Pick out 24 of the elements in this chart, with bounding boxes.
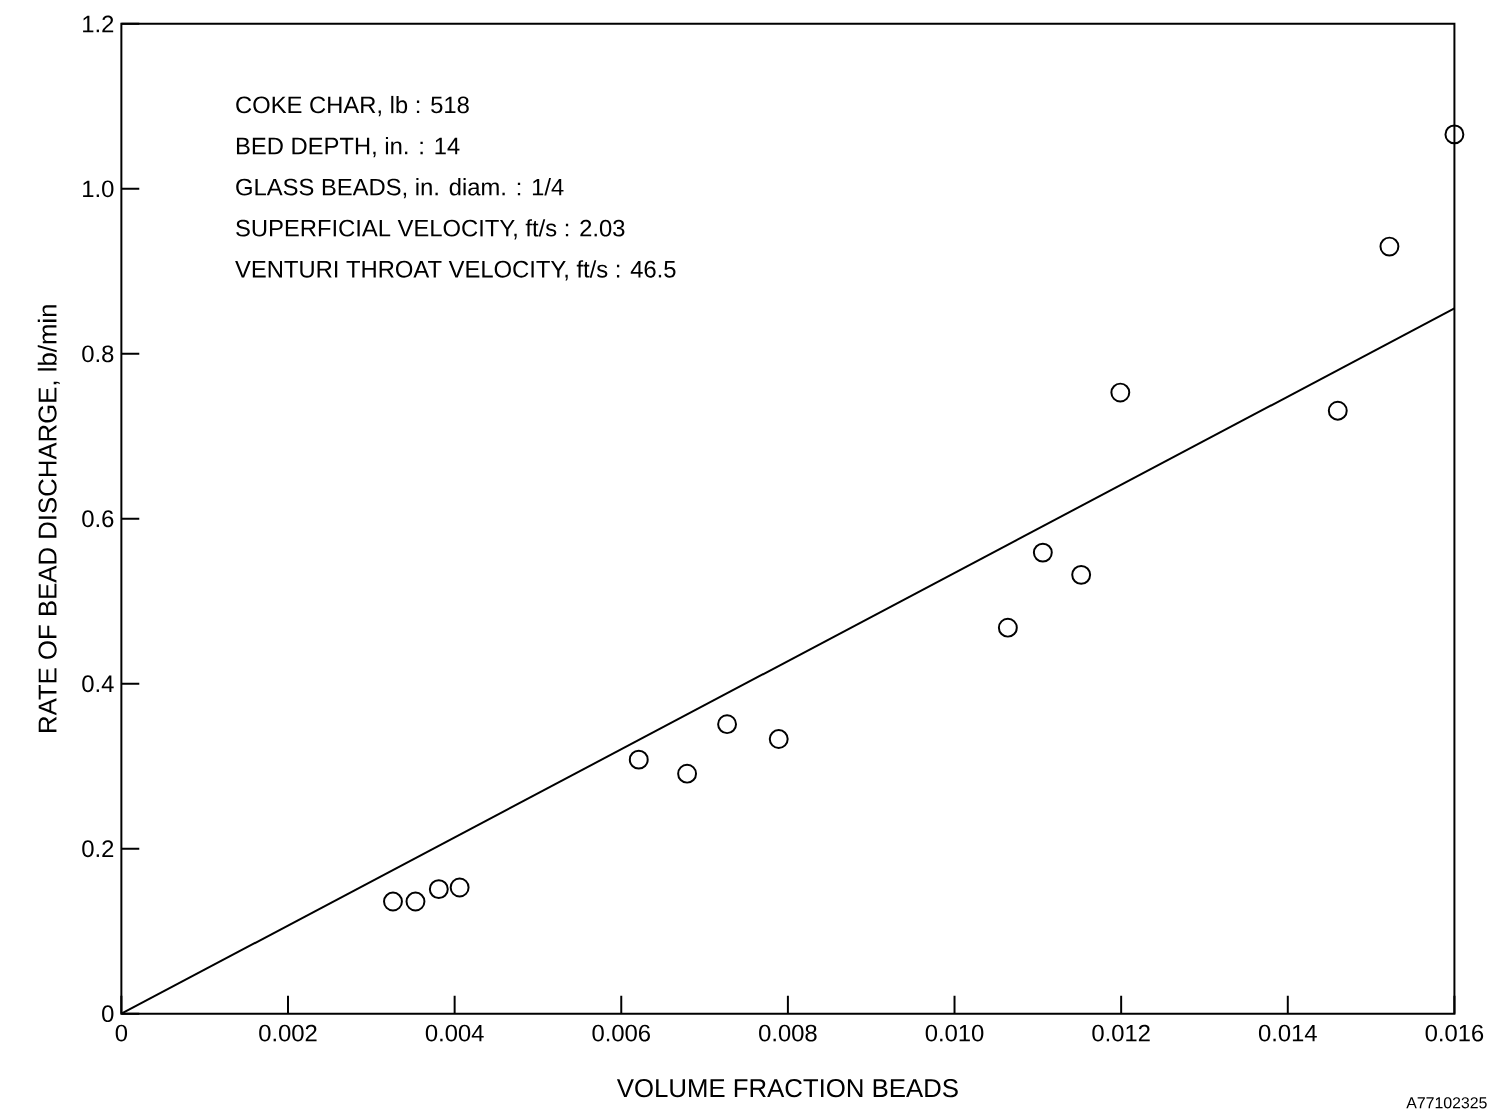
x-tick-label: 0.008 [759, 1024, 817, 1042]
annotation: COKE CHAR, lb : 518 [236, 95, 469, 117]
y-tick-label: 1.0 [83, 180, 114, 198]
text: A77102325 [1406, 1097, 1487, 1109]
x-tick-label: 0.010 [925, 1024, 984, 1042]
x-tick-label: 0.014 [1258, 1024, 1317, 1042]
y-tick-label: 0.8 [82, 345, 114, 363]
annotation: VENTURI THROAT VELOCITY, ft/s : 46.5 [235, 260, 676, 281]
y-axis-title: RATE OF BEAD DISCHARGE, lb/min [37, 305, 60, 732]
x-tick-label: 0.004 [425, 1024, 484, 1042]
y-tick-label: 0.2 [82, 840, 114, 858]
x-tick-label: 0.016 [1425, 1024, 1484, 1042]
x-tick-label: 0.006 [592, 1024, 650, 1042]
y-tick-label: 0.6 [82, 510, 114, 528]
annotation: BED DEPTH, in. : 14 [236, 136, 460, 158]
x-tick-label: 0.002 [259, 1024, 317, 1042]
y-tick-label: 0.4 [82, 675, 114, 693]
y-tick-label: 0 [102, 1005, 114, 1023]
y-tick-label: 1.2 [83, 15, 114, 33]
annotation: SUPERFICIAL VELOCITY, ft/s : 2.03 [236, 219, 625, 240]
annotation: GLASS BEADS, in. diam. : 1/4 [236, 177, 564, 199]
x-tick-label: 0 [115, 1024, 128, 1042]
x-axis-title: VOLUME FRACTION BEADS [616, 1078, 958, 1098]
x-tick-label: 0.012 [1092, 1024, 1150, 1042]
